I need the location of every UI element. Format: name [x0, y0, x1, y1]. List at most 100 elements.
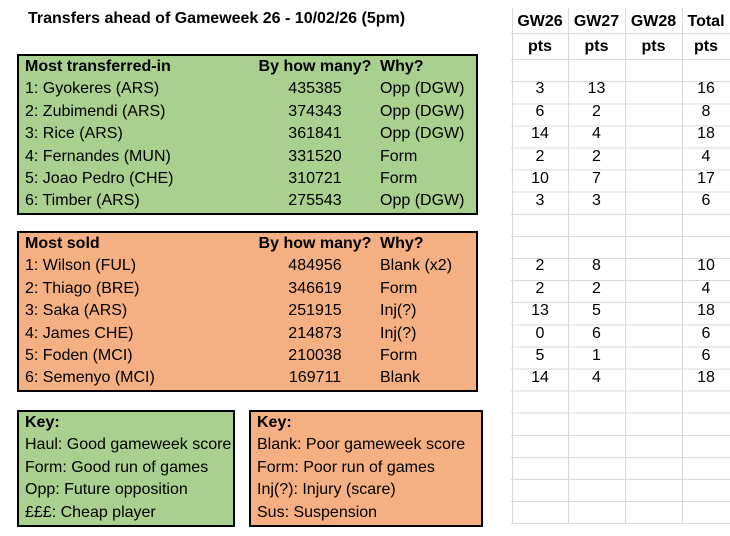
why-header[interactable]: Why? [380, 58, 424, 75]
pts-cell[interactable]: 2 [592, 280, 601, 297]
pts-cell[interactable]: 13 [531, 302, 549, 319]
pts-cell[interactable]: 4 [592, 369, 601, 386]
player-name-cell[interactable]: 6: Timber (ARS) [25, 192, 140, 210]
key-line[interactable]: £££: Cheap player [25, 503, 156, 521]
count-cell[interactable]: 484956 [288, 257, 342, 275]
col-unit-total[interactable]: pts [694, 38, 718, 55]
count-cell[interactable]: 346619 [288, 279, 342, 297]
pts-cell[interactable]: 1 [592, 347, 601, 364]
key-title[interactable]: Key: [257, 414, 292, 431]
pts-cell[interactable]: 6 [535, 103, 545, 120]
player-name-cell[interactable]: 3: Saka (ARS) [25, 302, 128, 320]
pts-cell[interactable]: 17 [697, 170, 715, 187]
key-title[interactable]: Key: [25, 414, 60, 431]
pts-cell[interactable]: 10 [531, 170, 549, 187]
pts-cell[interactable] [625, 190, 682, 212]
player-name-cell[interactable]: 2: Thiago (BRE) [25, 279, 140, 297]
why-cell[interactable]: Inj(?) [380, 302, 417, 320]
pts-cell[interactable] [625, 101, 682, 123]
count-cell[interactable]: 361841 [288, 125, 342, 143]
count-cell[interactable]: 214873 [288, 324, 342, 342]
pts-cell[interactable] [625, 278, 682, 300]
why-cell[interactable]: Blank [380, 369, 421, 387]
pts-cell[interactable]: 14 [531, 369, 549, 386]
pts-cell[interactable]: 6 [592, 325, 601, 342]
pts-cell[interactable]: 4 [701, 280, 711, 297]
key-line[interactable]: Opp: Future opposition [25, 481, 188, 499]
why-header[interactable]: Why? [380, 235, 424, 252]
pts-cell[interactable]: 4 [592, 125, 601, 142]
table-title[interactable]: Most transferred-in [25, 58, 171, 75]
why-cell[interactable]: Form [380, 169, 418, 187]
pts-cell[interactable]: 7 [592, 170, 601, 187]
pts-cell[interactable]: 8 [592, 257, 601, 274]
pts-cell[interactable]: 2 [592, 148, 601, 165]
key-line[interactable]: Blank: Poor gameweek score [257, 436, 466, 454]
player-name-cell[interactable]: 4: James CHE) [25, 324, 134, 342]
count-cell[interactable]: 310721 [288, 169, 342, 187]
pts-cell[interactable]: 14 [531, 125, 549, 142]
pts-cell[interactable]: 2 [535, 280, 545, 297]
pts-cell[interactable]: 18 [697, 302, 715, 319]
pts-cell[interactable]: 3 [535, 192, 545, 209]
player-name-cell[interactable]: 5: Joao Pedro (CHE) [25, 169, 174, 187]
col-unit-gw26[interactable]: pts [528, 38, 552, 55]
pts-cell[interactable] [625, 323, 682, 345]
count-cell[interactable]: 210038 [288, 346, 342, 364]
player-name-cell[interactable]: 6: Semenyo (MCI) [25, 369, 155, 387]
key-line[interactable]: Haul: Good gameweek score [25, 436, 232, 454]
pts-cell[interactable] [625, 345, 682, 367]
col-header-gw28[interactable]: GW28 [630, 13, 677, 30]
col-unit-gw28[interactable]: pts [641, 38, 666, 55]
count-header[interactable]: By how many? [258, 58, 372, 75]
count-header[interactable]: By how many? [258, 235, 372, 252]
count-cell[interactable]: 331520 [288, 147, 342, 165]
player-name-cell[interactable]: 5: Foden (MCI) [25, 346, 133, 364]
pts-cell[interactable] [625, 146, 682, 168]
pts-cell[interactable]: 6 [701, 192, 711, 209]
pts-cell[interactable]: 18 [697, 369, 715, 386]
why-cell[interactable]: Opp (DGW) [380, 80, 465, 98]
pts-cell[interactable]: 16 [697, 80, 715, 97]
table-title[interactable]: Most sold [25, 235, 100, 252]
col-unit-gw27[interactable]: pts [584, 38, 609, 55]
why-cell[interactable]: Inj(?) [380, 324, 417, 342]
why-cell[interactable]: Form [380, 346, 418, 364]
why-cell[interactable]: Opp (DGW) [380, 192, 465, 210]
key-line[interactable]: Form: Poor run of games [257, 458, 435, 476]
pts-cell[interactable]: 10 [697, 257, 715, 274]
count-cell[interactable]: 435385 [288, 80, 342, 98]
pts-cell[interactable]: 18 [697, 125, 715, 142]
pts-cell[interactable]: 6 [701, 347, 711, 364]
sheet-title[interactable]: Transfers ahead of Gameweek 26 - 10/02/2… [28, 10, 406, 27]
player-name-cell[interactable]: 1: Wilson (FUL) [25, 257, 137, 275]
pts-cell[interactable]: 5 [592, 302, 601, 319]
pts-cell[interactable] [625, 367, 682, 389]
pts-cell[interactable] [625, 123, 682, 145]
pts-cell[interactable]: 2 [535, 148, 545, 165]
why-cell[interactable]: Form [380, 279, 418, 297]
pts-cell[interactable]: 3 [592, 192, 601, 209]
pts-cell[interactable] [625, 255, 682, 277]
player-name-cell[interactable]: 1: Gyokeres (ARS) [25, 80, 160, 98]
player-name-cell[interactable]: 4: Fernandes (MUN) [25, 147, 171, 165]
pts-cell[interactable]: 3 [535, 80, 545, 97]
count-cell[interactable]: 275543 [288, 192, 342, 210]
pts-cell[interactable]: 4 [701, 148, 711, 165]
key-line[interactable]: Sus: Suspension [257, 503, 378, 521]
why-cell[interactable]: Opp (DGW) [380, 102, 465, 120]
key-line[interactable]: Form: Good run of games [25, 458, 209, 476]
key-line[interactable]: Inj(?): Injury (scare) [257, 481, 396, 499]
pts-cell[interactable]: 6 [701, 325, 711, 342]
pts-cell[interactable] [625, 168, 682, 190]
pts-cell[interactable]: 2 [535, 257, 545, 274]
col-header-gw26[interactable]: GW26 [517, 13, 563, 30]
col-header-gw27[interactable]: GW27 [573, 13, 620, 30]
col-header-total[interactable]: Total [687, 13, 725, 30]
count-cell[interactable]: 251915 [288, 302, 342, 320]
count-cell[interactable]: 169711 [288, 369, 342, 387]
pts-cell[interactable]: 5 [535, 347, 545, 364]
pts-cell[interactable] [625, 78, 682, 100]
pts-cell[interactable]: 8 [701, 103, 711, 120]
count-cell[interactable]: 374343 [288, 102, 342, 120]
